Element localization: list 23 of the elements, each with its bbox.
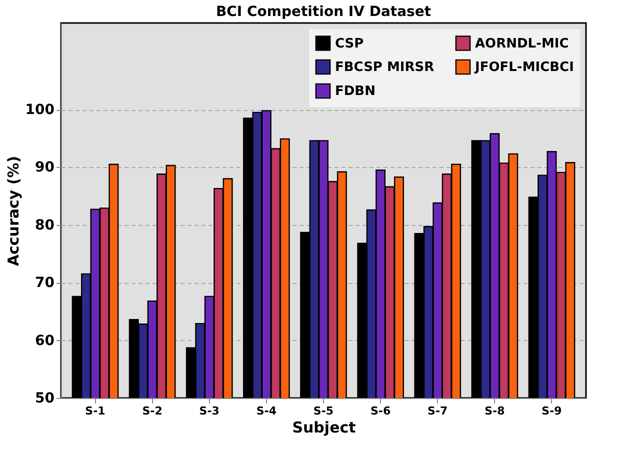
- x-tick-label: S-6: [370, 404, 391, 418]
- x-tick-label: S-4: [256, 404, 277, 418]
- y-tick-label: 70: [35, 275, 55, 292]
- x-tick-label: S-3: [199, 404, 220, 418]
- x-tick-label: S-2: [142, 404, 162, 418]
- y-tick-label: 80: [35, 217, 55, 234]
- legend-label: FBCSP MIRSR: [335, 60, 434, 75]
- x-tick-label: S-7: [428, 404, 448, 418]
- x-tick-label: S-5: [313, 404, 334, 418]
- y-tick-label: 100: [25, 102, 55, 118]
- y-axis-title: Accuracy (%): [4, 156, 22, 266]
- y-tick-label: 50: [35, 390, 55, 406]
- legend-label: AORNDL-MIC: [475, 36, 569, 52]
- legend-label: FDBN: [335, 84, 376, 99]
- x-tick-label: S-9: [542, 404, 562, 418]
- legend-label: CSP: [335, 36, 364, 52]
- legend-label: JFOFL-MICBCI: [474, 60, 574, 75]
- x-axis-title: Subject: [292, 418, 356, 436]
- y-tick-label: 90: [35, 160, 55, 176]
- y-tick-label: 60: [35, 332, 55, 349]
- x-tick-label: S-8: [484, 404, 505, 418]
- chart-title: BCI Competition IV Dataset: [216, 4, 432, 20]
- x-tick-label: S-1: [85, 404, 106, 418]
